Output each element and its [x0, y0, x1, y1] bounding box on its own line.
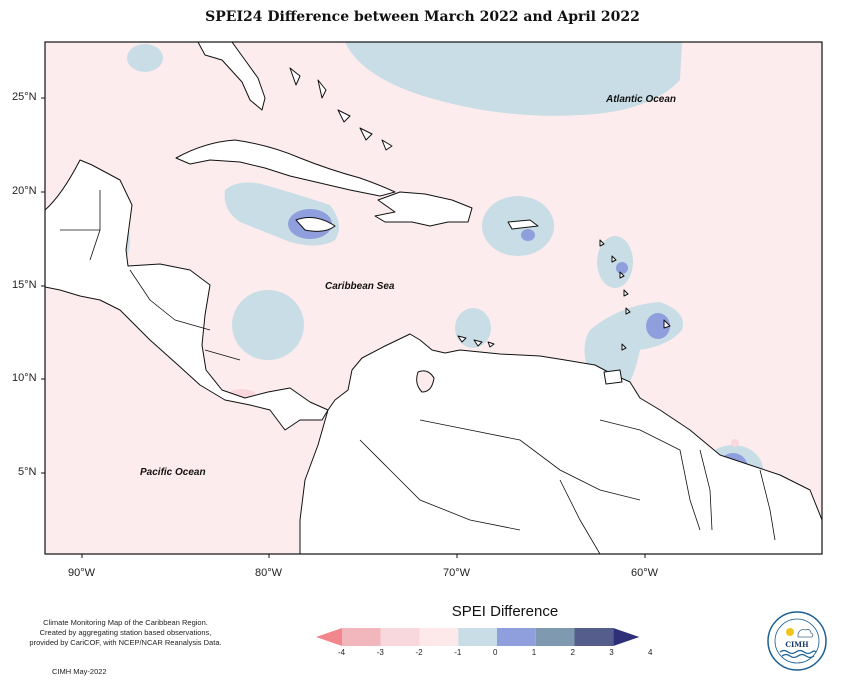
legend-arrow-low [316, 628, 342, 646]
legend-swatch [574, 628, 614, 646]
legend-swatch [419, 628, 459, 646]
lat-label-10n: 10°N [12, 372, 37, 384]
cimh-logo-icon: CIMH [767, 611, 827, 671]
label-pacific-ocean: Pacific Ocean [140, 467, 206, 478]
land-central-america [45, 159, 329, 431]
land-puerto-rico [507, 219, 539, 230]
legend-tick-label: 0 [493, 648, 498, 657]
lon-label-60w: 60°W [631, 567, 659, 579]
axis-ticks [41, 97, 646, 558]
land-florida [197, 42, 266, 111]
anomaly-curacao-blue [455, 308, 491, 348]
land-lesser-antilles [599, 239, 671, 351]
lon-label-80w: 80°W [255, 567, 283, 579]
lat-label-20n: 20°N [12, 185, 37, 197]
legend-tick-label: -4 [338, 648, 346, 657]
legend-arrow-high [613, 628, 640, 646]
legend-tick-label: 2 [570, 648, 575, 657]
legend-tick-label: -3 [376, 648, 384, 657]
lon-label-70w: 70°W [443, 567, 471, 579]
lon-label-90w: 90°W [68, 567, 96, 579]
lat-label-25n: 25°N [12, 91, 37, 103]
credit-line-3: provided by CariCOF, with NCEP/NCAR Rean… [29, 638, 222, 647]
land-trinidad [603, 369, 623, 385]
label-atlantic-ocean: Atlantic Ocean [606, 94, 677, 105]
label-caribbean-sea: Caribbean Sea [325, 281, 395, 292]
legend-title: SPEI Difference [451, 603, 559, 620]
legend-swatch [458, 628, 497, 646]
legend-swatch [380, 628, 420, 646]
legend-colorbar [316, 628, 640, 646]
legend-tick-label: 3 [609, 648, 614, 657]
legend-tick-label: 1 [531, 648, 537, 657]
anomaly-leewards-blue [597, 236, 633, 288]
legend-tick-label: 4 [648, 648, 653, 657]
land-hispaniola [374, 191, 473, 227]
legend-tick-label: -2 [415, 648, 423, 657]
land-cuba [175, 139, 396, 197]
lat-label-5n: 5°N [18, 466, 37, 478]
landmass-layer [45, 42, 822, 554]
legend-swatch [535, 628, 575, 646]
anomaly-central-sea-blue [232, 290, 304, 360]
map-frame [44, 41, 823, 555]
land-jamaica [295, 217, 336, 232]
lat-label-15n: 15°N [12, 279, 37, 291]
logo-text: CIMH [785, 640, 809, 649]
credit-text: Climate Monitoring Map of the Caribbean … [18, 618, 233, 648]
land-bahamas [289, 67, 393, 151]
lake-maracaibo [416, 370, 435, 393]
land-abc-islands [457, 335, 495, 348]
legend-swatch [497, 628, 536, 646]
legend-swatch [342, 628, 381, 646]
country-borders [60, 190, 776, 554]
map-title: SPEI24 Difference between March 2022 and… [205, 9, 640, 25]
credit-line-1: Climate Monitoring Map of the Caribbean … [43, 618, 208, 627]
credit-date: CIMH May-2022 [52, 667, 107, 676]
legend-tick-label: -1 [454, 648, 462, 657]
credit-line-2: Created by aggregating station based obs… [39, 628, 212, 637]
anomaly-atlantic-blue [345, 42, 682, 116]
